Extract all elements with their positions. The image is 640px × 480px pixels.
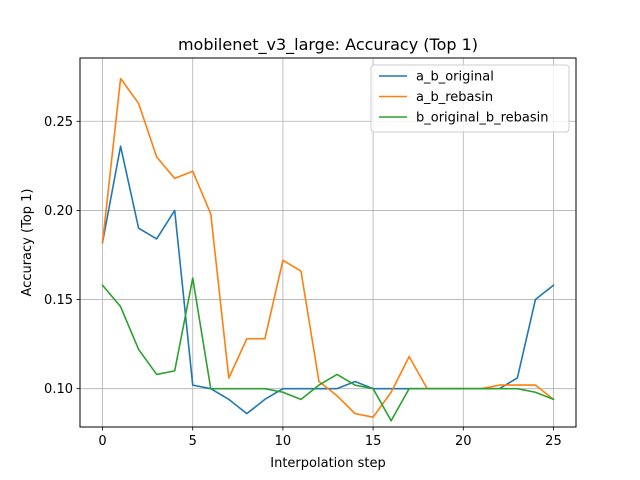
- x-tick-label: 5: [189, 434, 197, 449]
- series-lines: [101, 77, 555, 422]
- y-tick-label: 0.25: [44, 115, 73, 130]
- x-tick-label: 20: [455, 434, 472, 449]
- legend-label: b_original_b_rebasin: [416, 111, 549, 126]
- legend: a_b_original a_b_rebasin b_original_b_reba…: [370, 64, 570, 133]
- chart-title: mobilenet_v3_large: Accuracy (Top 1): [178, 35, 478, 55]
- x-tick-label: 0: [98, 434, 106, 449]
- series-line-b-original-b-rebasin: [101, 277, 555, 422]
- plot-frame: [79, 57, 577, 428]
- x-axis-title: Interpolation step: [270, 456, 385, 471]
- legend-label: a_b_original: [416, 70, 494, 85]
- y-tick-label: 0.10: [44, 382, 73, 397]
- y-tick-label: 0.20: [44, 204, 73, 219]
- legend-label: a_b_rebasin: [416, 90, 493, 105]
- y-axis-title: Accuracy (Top 1): [20, 189, 35, 297]
- x-tick-label: 15: [365, 434, 382, 449]
- x-tick-label: 25: [545, 434, 562, 449]
- y-axis-ticks: 0.10 0.15 0.20 0.25: [44, 115, 80, 397]
- x-axis-ticks: 0 5 10 15 20 25: [98, 427, 562, 449]
- y-tick-label: 0.15: [44, 293, 73, 308]
- x-tick-label: 10: [275, 434, 292, 449]
- legend-box: [370, 64, 570, 133]
